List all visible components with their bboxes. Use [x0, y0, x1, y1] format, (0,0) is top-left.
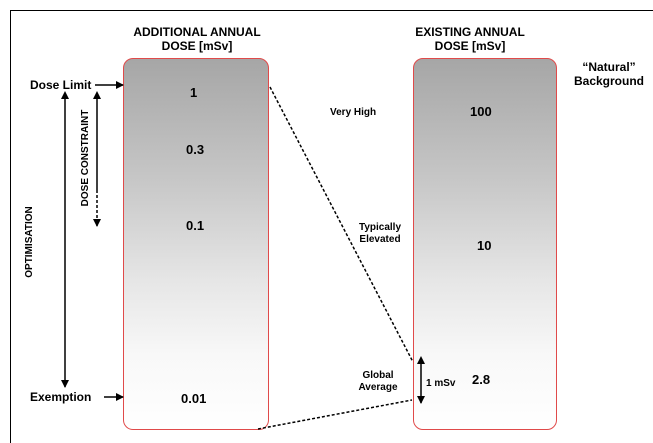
natural-line1: “Natural” [582, 60, 636, 74]
existing-dose-column [413, 58, 557, 430]
global-average-label: Global Average [350, 370, 406, 394]
exemption-label: Exemption [30, 390, 92, 404]
typically-line2: Elevated [359, 234, 401, 245]
global-line2: Average [358, 382, 398, 393]
dose-limit-label: Dose Limit [30, 78, 92, 92]
existing-value-10: 10 [477, 238, 492, 253]
exemption-connector [257, 399, 413, 430]
very-high-label: Very High [330, 107, 377, 118]
natural-background-label: “Natural” Background [566, 60, 652, 88]
additional-dose-column [123, 58, 269, 430]
frame-border [10, 10, 653, 443]
existing-value-2-8: 2.8 [472, 372, 491, 387]
additional-value-1: 1 [190, 85, 198, 100]
dose-limit-connector [269, 86, 414, 363]
additional-header-line2: DOSE [mSv] [161, 39, 233, 53]
existing-value-100: 100 [470, 104, 492, 119]
existing-dose-header: EXISTING ANNUAL DOSE [mSv] [400, 25, 540, 53]
typically-elevated-label: Typically Elevated [352, 222, 408, 246]
additional-value-0-01: 0.01 [181, 391, 207, 406]
additional-dose-header: ADDITIONAL ANNUAL DOSE [mSv] [112, 25, 282, 53]
one-msv-label: 1 mSv [426, 378, 456, 389]
typically-line1: Typically [358, 222, 402, 233]
existing-header-line1: EXISTING ANNUAL [415, 25, 525, 39]
natural-line2: Background [573, 74, 644, 88]
additional-value-0-1: 0.1 [186, 218, 205, 233]
additional-header-line1: ADDITIONAL ANNUAL [133, 25, 261, 39]
existing-header-line2: DOSE [mSv] [434, 39, 506, 53]
additional-value-0-3: 0.3 [186, 142, 205, 157]
dose-constraint-label: DOSE CONSTRAINT [80, 109, 91, 207]
optimisation-label: OPTIMISATION [24, 206, 35, 278]
global-line1: Global [362, 370, 394, 381]
